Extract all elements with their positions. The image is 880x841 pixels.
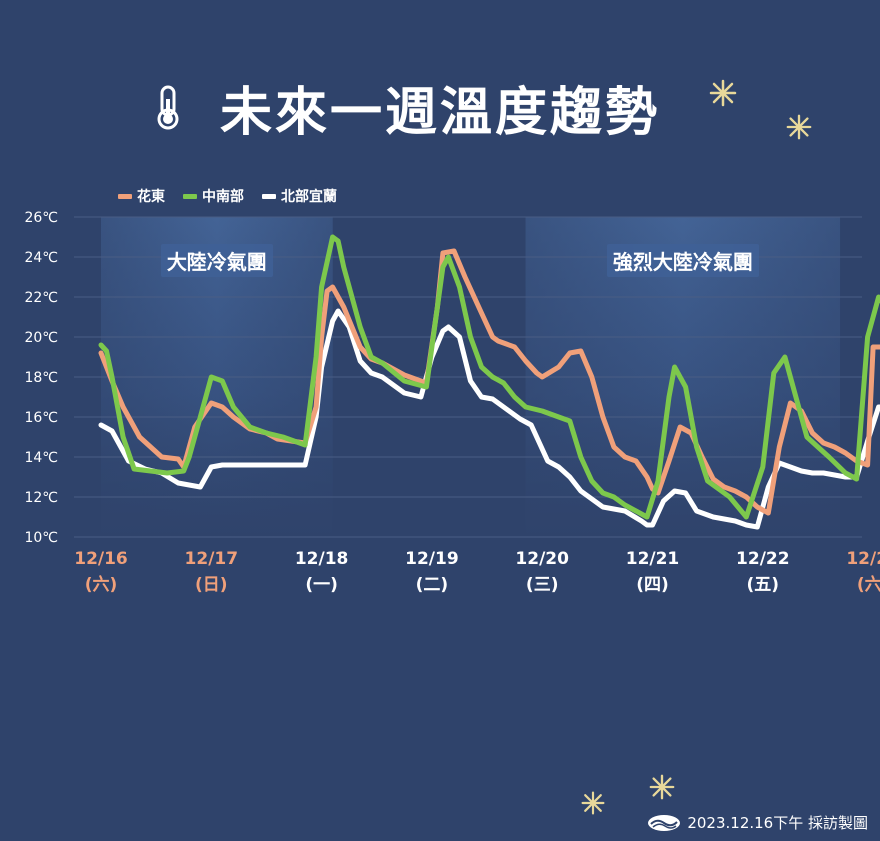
- y-tick-label: 18℃: [24, 370, 58, 386]
- y-tick-label: 22℃: [24, 290, 58, 306]
- y-tick-label: 14℃: [24, 450, 58, 466]
- sparkle-icon: [709, 79, 737, 107]
- x-tick-date: 12/23: [846, 549, 880, 569]
- y-tick-label: 12℃: [24, 490, 58, 506]
- legend-swatch: [183, 193, 197, 199]
- y-tick-label: 16℃: [24, 410, 58, 426]
- cold-air-band-label: 大陸冷氣團: [160, 244, 273, 277]
- legend-item-hualien: 花東: [118, 186, 165, 206]
- cwa-logo-icon: [648, 814, 681, 831]
- x-tick-date: 12/21: [626, 549, 680, 569]
- x-tick-weekday: (六): [857, 574, 880, 595]
- chart-legend: 花東 中南部 北部宜蘭: [118, 186, 337, 206]
- x-tick-weekday: (六): [85, 574, 118, 595]
- footer-text: 2023.12.16下午 採訪製圖: [687, 814, 868, 832]
- legend-label: 北部宜蘭: [281, 189, 337, 205]
- y-tick-label: 10℃: [24, 530, 58, 546]
- y-tick-label: 24℃: [24, 250, 58, 266]
- x-tick-date: 12/20: [515, 549, 569, 569]
- x-tick-weekday: (一): [305, 575, 338, 595]
- x-tick-date: 12/17: [185, 549, 239, 569]
- y-tick-label: 20℃: [24, 330, 58, 346]
- x-tick-date: 12/18: [295, 549, 349, 569]
- x-tick-date: 12/16: [74, 549, 128, 569]
- footer: 2023.12.16下午 採訪製圖: [647, 812, 868, 833]
- cold-air-band-label: 強烈大陸冷氣團: [606, 244, 759, 277]
- x-tick-weekday: (四): [636, 575, 669, 595]
- legend-label: 花東: [137, 189, 165, 205]
- x-tick-weekday: (日): [195, 575, 228, 595]
- legend-item-south: 中南部: [183, 186, 244, 206]
- legend-swatch: [118, 193, 132, 199]
- page-title: 未來一週溫度趨勢: [219, 83, 660, 143]
- legend-swatch: [262, 193, 276, 199]
- y-tick-label: 26℃: [24, 210, 58, 226]
- legend-item-north: 北部宜蘭: [262, 186, 337, 206]
- x-tick-weekday: (二): [416, 575, 449, 595]
- legend-label: 中南部: [202, 189, 244, 205]
- thermometer-icon: [157, 85, 179, 130]
- series-line-north: [98, 308, 880, 530]
- sparkle-icon: [786, 114, 812, 140]
- x-tick-date: 12/19: [405, 549, 459, 569]
- series-line-south: [98, 234, 880, 520]
- x-tick-weekday: (五): [747, 575, 780, 595]
- x-tick-weekday: (三): [526, 575, 559, 595]
- sparkle-icon: [581, 791, 605, 815]
- sparkle-icon: [649, 774, 675, 800]
- x-tick-date: 12/22: [736, 549, 790, 569]
